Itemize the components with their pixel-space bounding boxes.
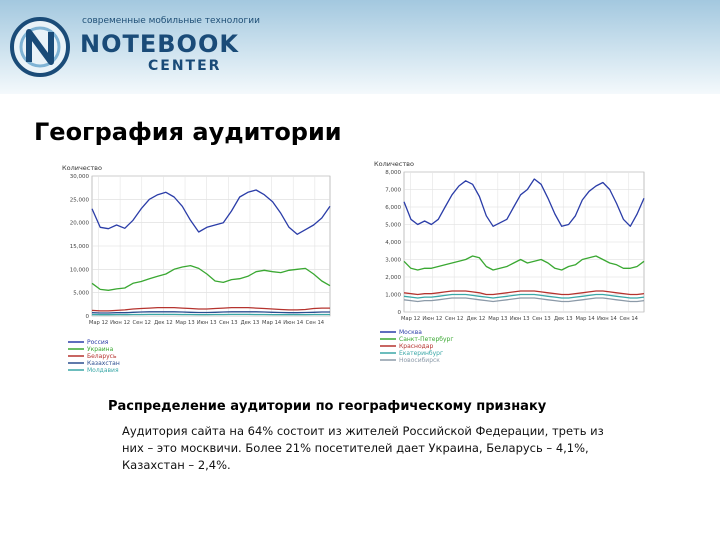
chart-1-legend-label-2: Краснодар (399, 343, 433, 350)
chart-1-xtick: Июн 13 (510, 316, 530, 322)
chart-0-ytick: 0 (86, 314, 90, 320)
chart-0-xtick: Июн 13 (197, 320, 217, 326)
chart-0-series-line-0 (91, 189, 331, 235)
chart-1-ytick: 7,000 (385, 188, 401, 194)
chart-0-xtick: Мар 14 (262, 320, 282, 326)
chart-1-ytick: 2,000 (385, 275, 401, 281)
section-subtitle: Распределение аудитории по географическо… (108, 399, 547, 414)
city-audience-chart: Количество 8,000 7,000 6,000 5,000 4,000 3,000… (374, 160, 645, 364)
header-banner: современные мобильные технологии NOTEBOO… (0, 0, 720, 94)
logo-wordmark-notebook: NOTEBOOK (80, 30, 239, 58)
chart-1-ytick: 4,000 (385, 240, 401, 246)
chart-0-ytick: 30,000 (70, 174, 90, 180)
chart-0-ytick: 20,000 (70, 221, 90, 227)
chart-1-ytick: 3,000 (385, 258, 401, 264)
chart-1-legend-label-0: Москва (399, 329, 422, 336)
chart-1-series-line-1 (403, 255, 645, 271)
chart-1-ytick: 8,000 (385, 170, 401, 176)
chart-0-legend-label-1: Украина (87, 346, 114, 353)
chart-0-xtick: Дек 12 (154, 320, 173, 326)
chart-1-ytick: 6,000 (385, 205, 401, 211)
chart-1-xtick: Мар 14 (575, 316, 595, 322)
chart-1-legend-label-3: Екатеринбург (399, 350, 443, 357)
chart-0-series-line-2 (91, 306, 330, 312)
chart-1-ytick: 0 (398, 310, 402, 316)
country-audience-chart: Количество 30,000 25,000 20,000 15,000 10,000… (62, 164, 331, 374)
chart-0-xtick: Сен 14 (306, 320, 325, 326)
logo-emblem-icon (10, 17, 70, 77)
chart-0-ytick: 15,000 (70, 244, 90, 250)
chart-0-xtick: Сен 12 (133, 320, 151, 326)
chart-1-series-line-2 (403, 290, 645, 296)
chart-1-xtick: Июн 12 (422, 316, 442, 322)
chart-1-series-line-3 (403, 293, 645, 299)
chart-1-xtick: Дек 12 (467, 316, 486, 322)
chart-1-legend-label-1: Санкт-Петербург (399, 336, 453, 343)
chart-1-series-line-4 (403, 297, 645, 303)
chart-0-xtick: Мар 12 (89, 320, 108, 326)
chart-0-legend-label-0: Россия (87, 339, 109, 346)
chart-1-xtick: Июн 14 (597, 316, 618, 322)
chart-0-legend-label-2: Беларусь (87, 353, 117, 360)
chart-0-xtick: Мар 13 (175, 320, 194, 326)
chart-1-xtick: Сен 12 (445, 316, 463, 322)
chart-1-xtick: Мар 13 (488, 316, 507, 322)
chart-0-xtick: Дек 13 (241, 320, 260, 326)
logo-wordmark-center: CENTER (148, 58, 222, 74)
chart-0-legend-label-3: Казахстан (87, 360, 120, 367)
chart-0-ytick: 25,000 (70, 197, 90, 203)
chart-1-xtick: Сен 13 (532, 316, 550, 322)
chart-0-xtick: Сен 13 (219, 320, 237, 326)
chart-0-series-line-1 (91, 264, 331, 291)
chart-0-series-line-3 (91, 311, 330, 314)
chart-1-xtick: Мар 12 (401, 316, 420, 322)
chart-1-series-line-0 (403, 178, 645, 227)
chart-1-ytick: 1,000 (385, 293, 401, 299)
chart-1-legend-label-4: Новосибирск (399, 357, 440, 364)
chart-0-ytick: 10,000 (70, 267, 90, 273)
logo-tagline: современные мобильные технологии (82, 16, 260, 26)
chart-0-legend-label-4: Молдавия (87, 367, 119, 374)
chart-0-ytick: 5,000 (73, 291, 89, 297)
chart-0-xtick: Июн 12 (110, 320, 130, 326)
chart-0-ylabel: Количество (62, 164, 102, 172)
audience-description: Аудитория сайта на 64% состоит из жителе… (122, 424, 604, 472)
chart-1-ytick: 5,000 (385, 223, 401, 229)
chart-0-xtick: Июн 14 (283, 320, 304, 326)
notebook-center-logo (10, 17, 70, 77)
chart-1-xtick: Дек 13 (554, 316, 573, 322)
chart-1-ylabel: Количество (374, 160, 414, 168)
chart-1-xtick: Сен 14 (619, 316, 638, 322)
page-title: География аудитории (34, 118, 342, 146)
